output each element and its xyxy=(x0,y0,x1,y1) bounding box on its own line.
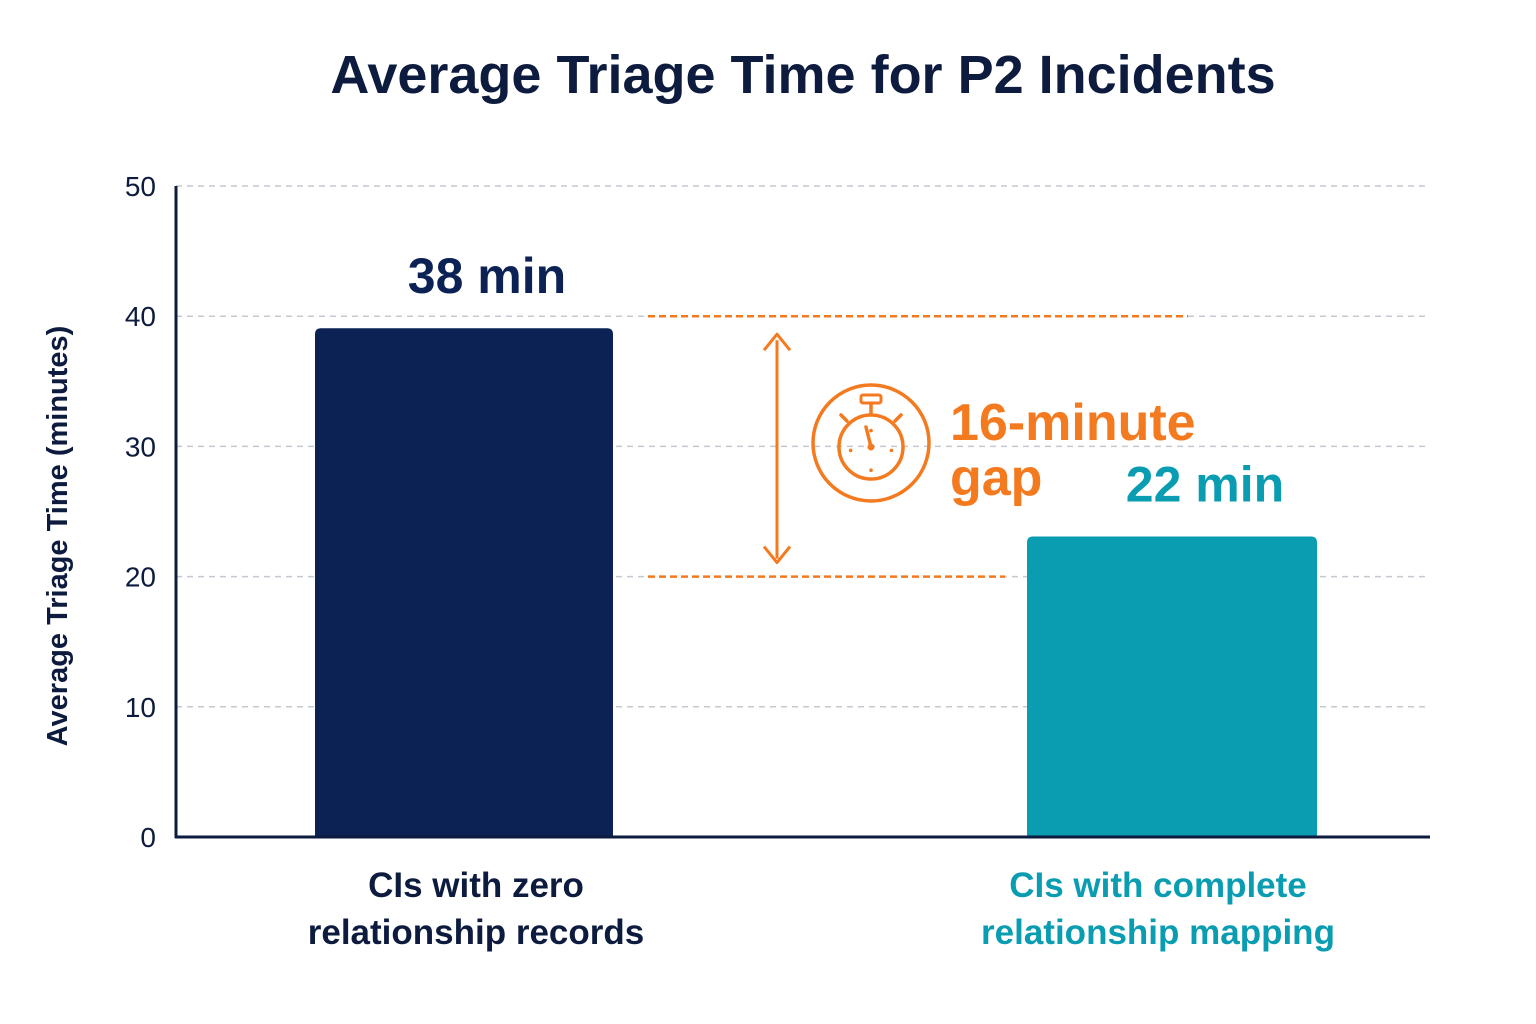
gap-annotation-line-1: 16-minute xyxy=(950,394,1196,452)
y-axis-label: Average Triage Time (minutes) xyxy=(42,326,74,747)
value-label-1: 38 min xyxy=(408,248,566,304)
category-label-2-line-2: relationship mapping xyxy=(981,913,1335,952)
stopwatch-icon xyxy=(811,383,931,503)
bars xyxy=(315,328,1317,837)
y-axis-ticks: 0 10 20 30 40 50 xyxy=(125,171,156,853)
gap-arrow-head-down xyxy=(762,545,792,565)
bar-2 xyxy=(1027,536,1317,837)
category-label-1-line-1: CIs with zero xyxy=(368,866,584,905)
y-tick-label-30: 30 xyxy=(125,431,156,462)
chart-title: Average Triage Time for P2 Incidents xyxy=(330,45,1275,105)
gap-arrow-head-up xyxy=(762,332,792,352)
bar-1 xyxy=(315,328,613,837)
y-tick-label-50: 50 xyxy=(125,171,156,202)
y-tick-label-20: 20 xyxy=(125,562,156,593)
y-tick-label-10: 10 xyxy=(125,692,156,723)
value-label-2: 22 min xyxy=(1126,457,1284,513)
category-label-2-line-1: CIs with complete xyxy=(1009,866,1307,905)
y-tick-label-0: 0 xyxy=(140,822,156,853)
gap-annotation-line-2: gap xyxy=(950,449,1042,507)
y-tick-label-40: 40 xyxy=(125,301,156,332)
gap-reference-lines xyxy=(648,314,1188,578)
category-labels: 38 min CIs with zero relationship records 2… xyxy=(308,248,1335,952)
category-label-1-line-2: relationship records xyxy=(308,913,644,952)
